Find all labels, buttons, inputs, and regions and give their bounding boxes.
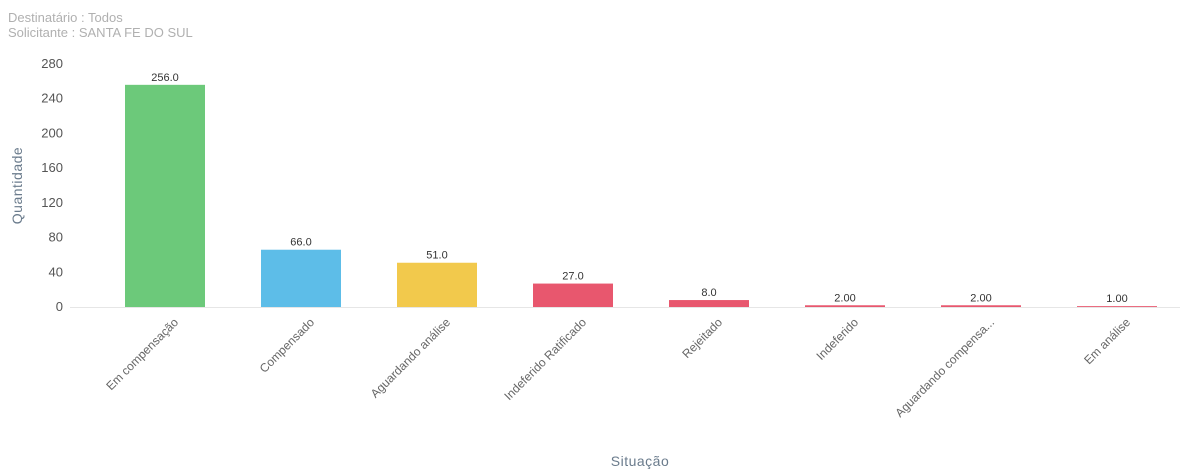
x-axis-title: Situação bbox=[611, 453, 669, 469]
data-labels: 256.0 66.0 51.0 27.0 8.0 2.00 2.00 1.00 bbox=[151, 72, 1127, 305]
data-label: 1.00 bbox=[1106, 293, 1127, 305]
y-axis-ticks: 0 40 80 120 160 200 240 280 bbox=[41, 56, 63, 314]
y-tick-label: 200 bbox=[41, 125, 63, 140]
data-label: 27.0 bbox=[562, 271, 583, 283]
bar[interactable] bbox=[125, 84, 205, 307]
bars bbox=[125, 84, 1157, 307]
data-label: 2.00 bbox=[970, 292, 991, 304]
bar[interactable] bbox=[397, 262, 477, 307]
x-category-label: Em compensação bbox=[103, 315, 181, 393]
recipient-filter: Destinatário : Todos bbox=[8, 10, 123, 25]
x-category-label: Aguardando compensa... bbox=[892, 315, 997, 420]
bar[interactable] bbox=[941, 305, 1021, 307]
recipient-label: Destinatário bbox=[8, 10, 78, 25]
y-tick-label: 0 bbox=[56, 299, 63, 314]
x-category-label: Rejeitado bbox=[679, 315, 725, 361]
y-tick-label: 280 bbox=[41, 56, 63, 71]
x-category-label: Aguardando análise bbox=[368, 315, 454, 401]
data-label: 66.0 bbox=[290, 237, 311, 249]
filter-summary: Destinatário : Todos Solicitante : SANTA… bbox=[8, 10, 193, 40]
x-category-label: Compensado bbox=[257, 315, 318, 376]
bar[interactable] bbox=[669, 300, 749, 307]
y-tick-label: 40 bbox=[49, 264, 63, 279]
data-label: 51.0 bbox=[426, 250, 447, 262]
requester-label: Solicitante bbox=[8, 25, 68, 40]
requester-filter: Solicitante : SANTA FE DO SUL bbox=[8, 25, 193, 40]
bar[interactable] bbox=[805, 305, 885, 307]
data-label: 8.0 bbox=[701, 287, 716, 299]
x-category-label: Indeferido bbox=[813, 315, 861, 363]
data-label: 256.0 bbox=[151, 72, 179, 84]
bar[interactable] bbox=[261, 249, 341, 307]
requester-value: SANTA FE DO SUL bbox=[78, 25, 193, 40]
x-category-label: Em análise bbox=[1081, 315, 1133, 367]
x-axis-category-labels: Em compensação Compensado Aguardando análi… bbox=[103, 315, 1133, 420]
x-category-label: Indeferido Ratificado bbox=[501, 315, 589, 403]
y-axis-title: Quantidade bbox=[9, 147, 25, 224]
y-tick-label: 240 bbox=[41, 91, 63, 106]
data-label: 2.00 bbox=[834, 292, 855, 304]
y-tick-label: 120 bbox=[41, 195, 63, 210]
y-tick-label: 80 bbox=[49, 230, 63, 245]
recipient-value: Todos bbox=[88, 10, 123, 25]
bar[interactable] bbox=[533, 283, 613, 307]
bar[interactable] bbox=[1077, 306, 1157, 307]
y-tick-label: 160 bbox=[41, 160, 63, 175]
